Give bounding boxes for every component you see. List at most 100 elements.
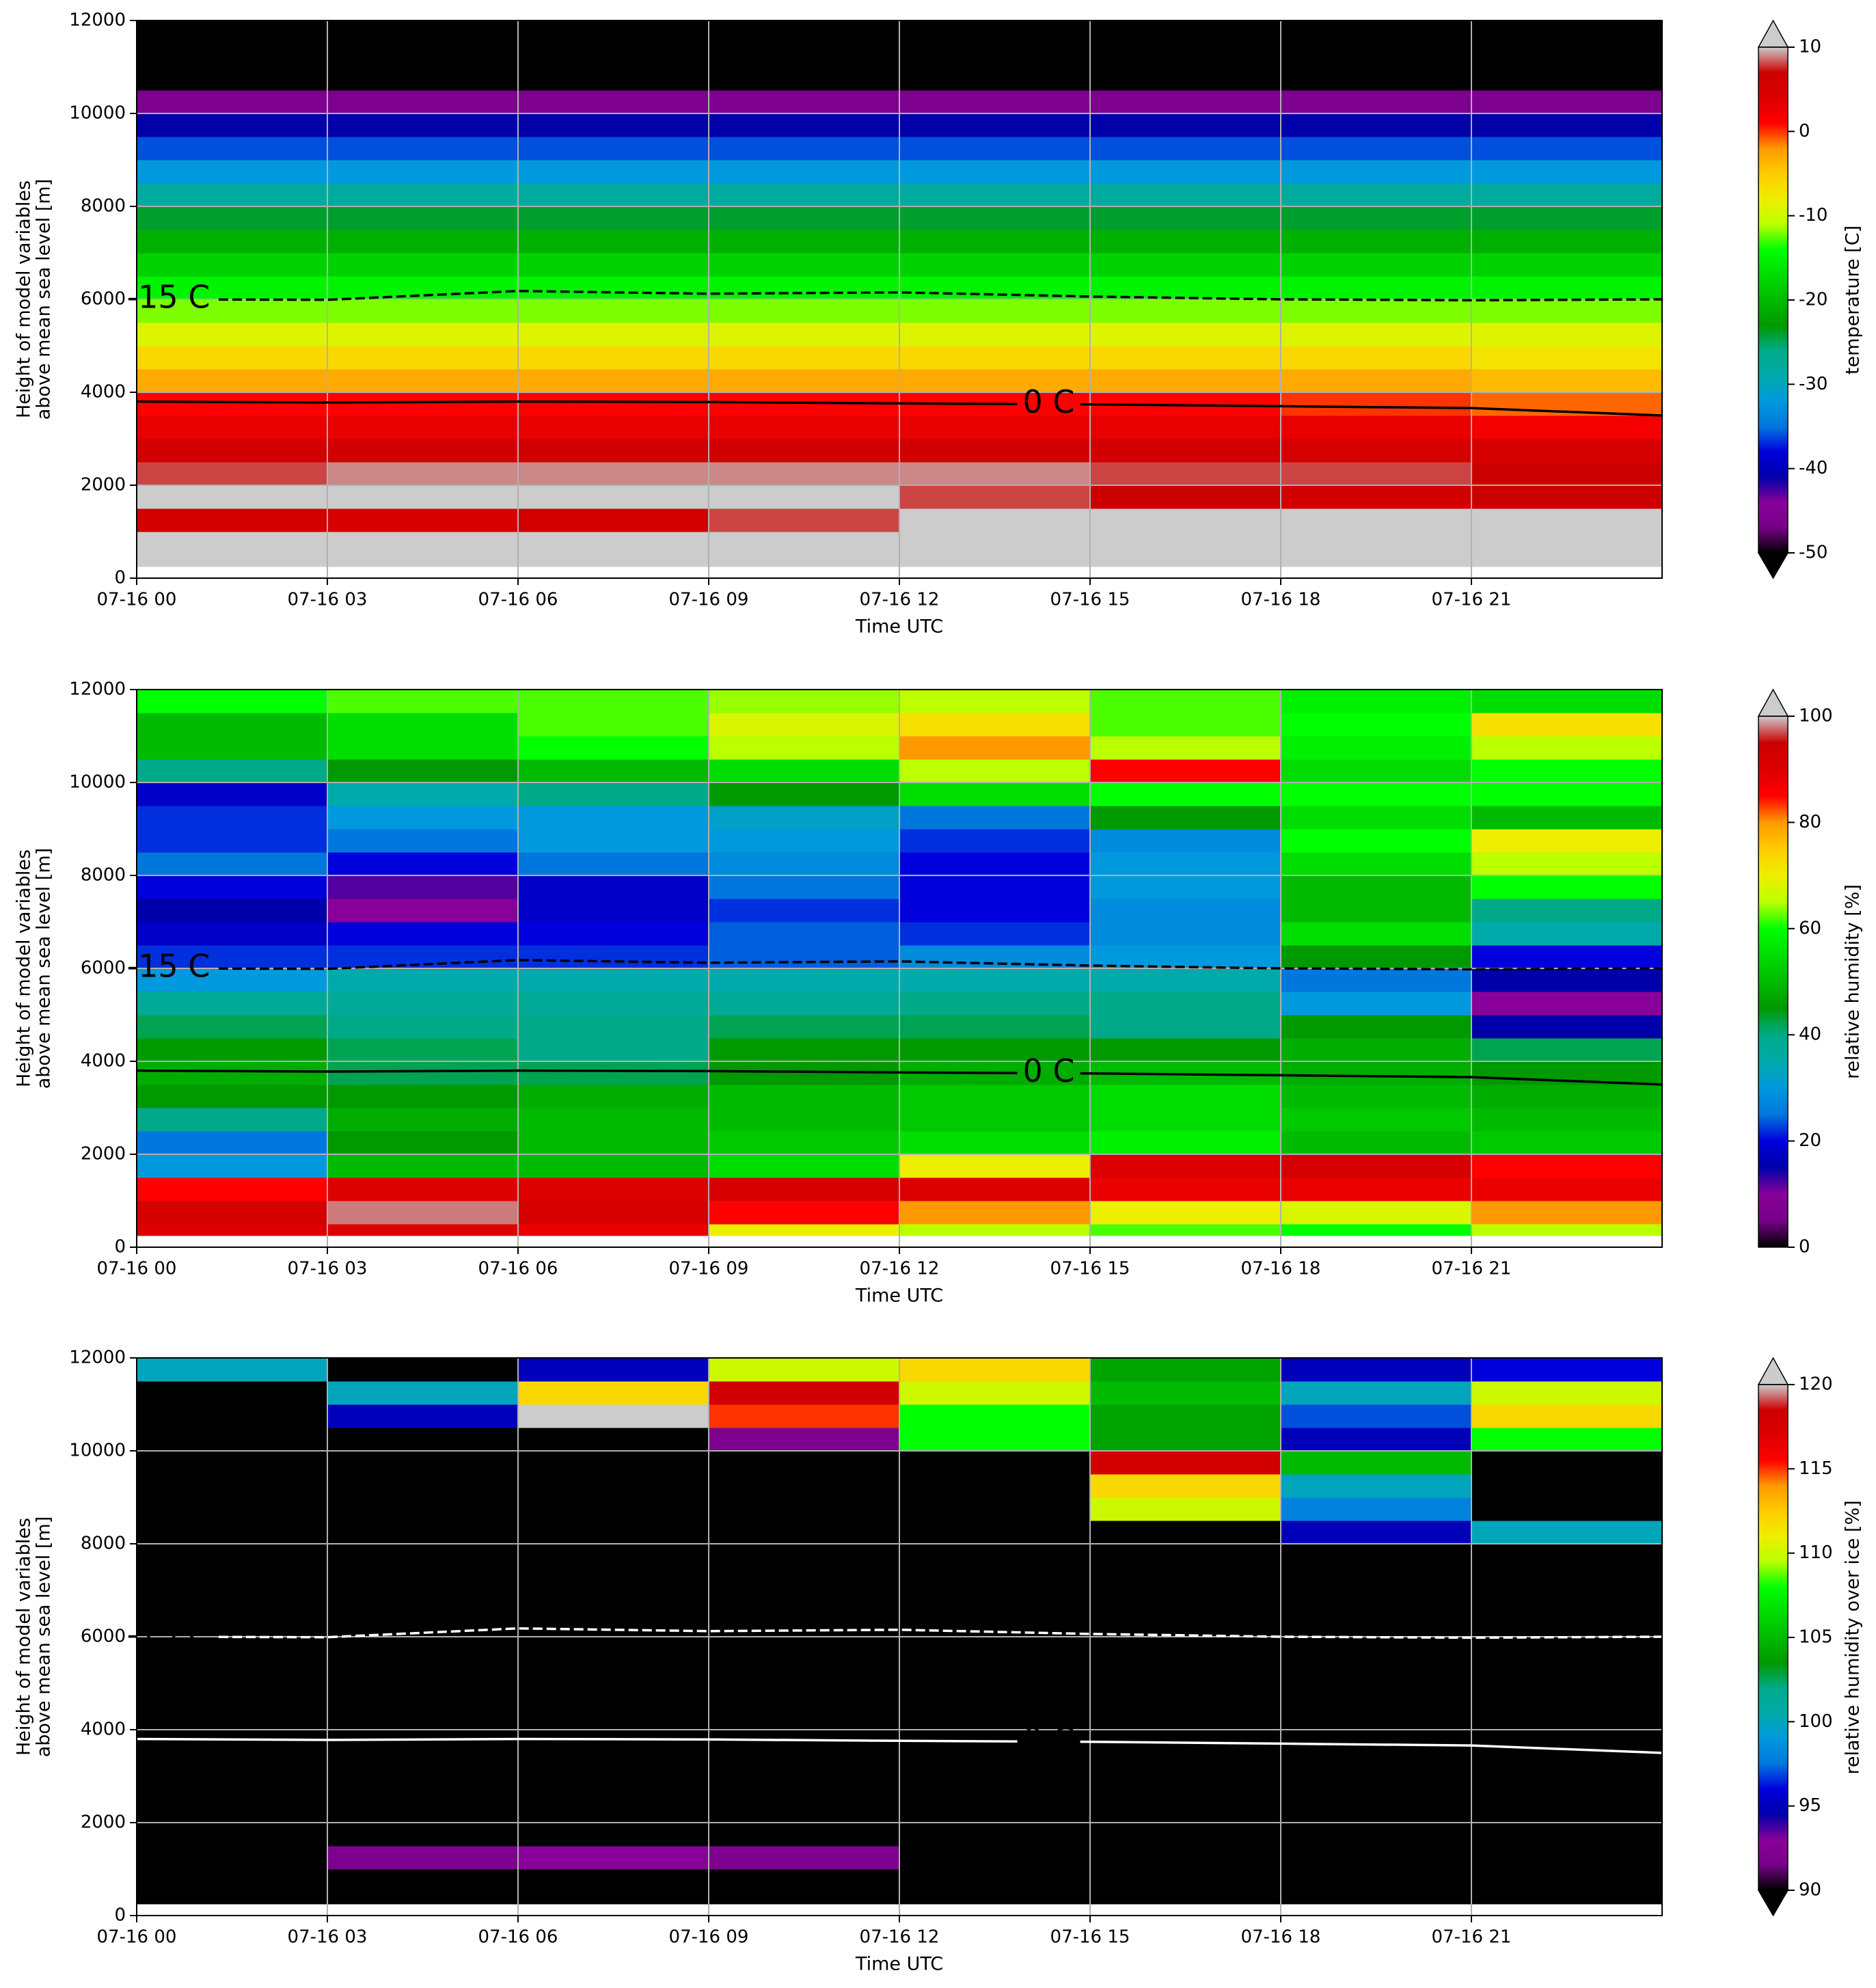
- heatmap-cell: [327, 1131, 519, 1155]
- heatmap-cell: [1471, 1846, 1663, 1870]
- heatmap-cell: [709, 1846, 900, 1870]
- heatmap-cell: [1471, 1660, 1663, 1684]
- heatmap-cell: [518, 1660, 709, 1684]
- heatmap-cell: [1281, 1823, 1472, 1847]
- x-tick-label: 07-16 12: [860, 590, 940, 610]
- heatmap-cell: [1471, 968, 1663, 992]
- heatmap-cell: [1471, 1544, 1663, 1568]
- heatmap-cell: [1471, 1381, 1663, 1405]
- heatmap-cell: [899, 299, 1091, 323]
- heatmap-cell: [1471, 1358, 1663, 1382]
- heatmap-cell: [1090, 160, 1281, 184]
- heatmap-cell: [518, 1061, 709, 1085]
- heatmap-cell: [137, 1381, 328, 1405]
- heatmap-cell: [518, 1637, 709, 1661]
- heatmap-cell: [137, 67, 328, 91]
- heatmap-cell: [1471, 806, 1663, 830]
- heatmap-cell: [518, 485, 709, 509]
- heatmap-cell: [518, 1381, 709, 1405]
- heatmap-cell: [709, 1753, 900, 1777]
- heatmap-cell: [1090, 1131, 1281, 1155]
- heatmap-cell: [137, 392, 328, 416]
- heatmap-cell: [899, 1892, 1091, 1905]
- heatmap-cell: [137, 485, 328, 509]
- heatmap-cell: [518, 67, 709, 91]
- heatmap-cell: [1281, 485, 1472, 509]
- heatmap-cell: [1281, 276, 1472, 300]
- heatmap-cell: [709, 1358, 900, 1382]
- heatmap-cell: [137, 1038, 328, 1062]
- y-axis-label: Height of model variables: [14, 1518, 35, 1756]
- contour-line: [136, 1069, 1663, 1086]
- heatmap-cell: [899, 1869, 1091, 1893]
- colorbar-label: relative humidity over ice [%]: [1843, 1500, 1864, 1774]
- heatmap-cell: [1281, 369, 1472, 393]
- heatmap-cell: [327, 1706, 519, 1730]
- heatmap-cell: [709, 759, 900, 783]
- heatmap-cell: [137, 782, 328, 806]
- heatmap-cell: [518, 1224, 709, 1236]
- heatmap-cell: [137, 736, 328, 760]
- y-tick-label: 8000: [81, 1534, 126, 1554]
- heatmap-cell: [518, 206, 709, 230]
- heatmap-cell: [137, 1776, 328, 1800]
- heatmap-cell: [1281, 1108, 1472, 1132]
- heatmap-cell: [1090, 183, 1281, 207]
- heatmap-cell: [709, 1521, 900, 1544]
- heatmap-cell: [137, 90, 328, 114]
- heatmap-cell: [1471, 1404, 1663, 1428]
- heatmap-cell: [709, 1108, 900, 1132]
- heatmap-cell: [327, 416, 519, 439]
- heatmap-cell: [518, 299, 709, 323]
- heatmap-cell: [899, 1683, 1091, 1707]
- heatmap-cell: [709, 1451, 900, 1475]
- heatmap-cell: [899, 1474, 1091, 1498]
- heatmap-cell: [1471, 736, 1663, 760]
- heatmap-cell: [1090, 992, 1281, 1016]
- heatmap-cell: [709, 555, 900, 567]
- heatmap-cell: [709, 1201, 900, 1225]
- heatmap-cell: [1471, 439, 1663, 463]
- heatmap-cell: [1090, 253, 1281, 277]
- heatmap-cell: [137, 1823, 328, 1847]
- heatmap-cell: [327, 736, 519, 760]
- heatmap-cell: [1090, 276, 1281, 300]
- colorbar-tick-label: 10: [1799, 37, 1821, 57]
- heatmap-cell: [137, 1404, 328, 1428]
- heatmap-cell: [1090, 67, 1281, 91]
- heatmap-cell: [1090, 44, 1281, 68]
- heatmap-cell: [709, 462, 900, 486]
- heatmap-cell: [518, 369, 709, 393]
- colorbar-tick-label: 100: [1799, 706, 1833, 726]
- heatmap-cell: [709, 690, 900, 713]
- heatmap-cell: [1090, 1497, 1281, 1521]
- heatmap-cell: [1281, 1201, 1472, 1225]
- heatmap-cell: [518, 323, 709, 346]
- heatmap-cell: [899, 1085, 1091, 1108]
- heatmap-cell: [1471, 992, 1663, 1016]
- heatmap-cell: [1471, 899, 1663, 923]
- heatmap: [137, 21, 1663, 567]
- heatmap-cell: [1090, 1428, 1281, 1452]
- x-tick-label: 07-16 03: [288, 590, 368, 610]
- heatmap-cell: [1281, 1660, 1472, 1684]
- heatmap-cell: [518, 1497, 709, 1521]
- heatmap-cell: [709, 1544, 900, 1568]
- heatmap-cell: [1471, 852, 1663, 876]
- heatmap-cell: [137, 1015, 328, 1039]
- heatmap-cell: [327, 1015, 519, 1039]
- heatmap-cell: [1090, 1108, 1281, 1132]
- heatmap-cell: [709, 852, 900, 876]
- heatmap-cell: [137, 852, 328, 876]
- heatmap-cell: [1471, 1567, 1663, 1591]
- heatmap-cell: [1090, 1637, 1281, 1661]
- heatmap-cell: [327, 462, 519, 486]
- heatmap-cell: [899, 439, 1091, 463]
- y-tick-label: 10000: [69, 1441, 126, 1461]
- y-tick-label: 0: [114, 568, 126, 588]
- x-tick-label: 07-16 21: [1432, 1927, 1512, 1948]
- heatmap-cell: [1471, 713, 1663, 737]
- heatmap-cell: [518, 1544, 709, 1568]
- heatmap-cell: [709, 67, 900, 91]
